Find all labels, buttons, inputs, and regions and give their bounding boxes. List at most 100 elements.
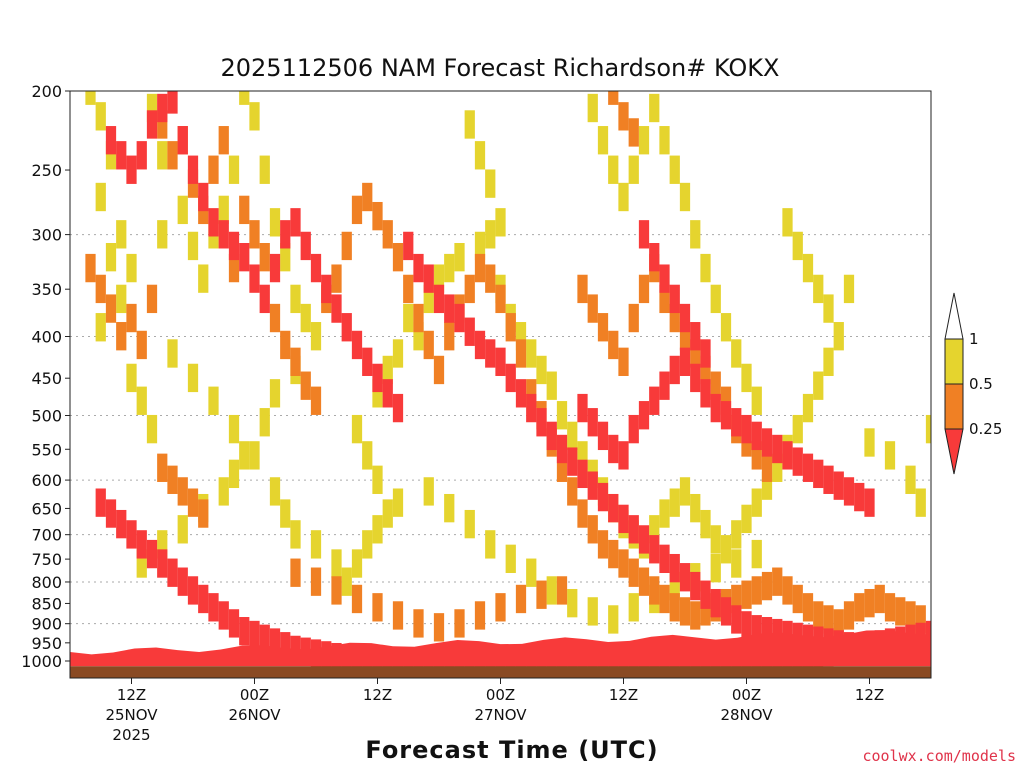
y-tick-label: 500 bbox=[31, 407, 62, 426]
ri-cell-high bbox=[567, 588, 578, 618]
ri-cell-mid bbox=[280, 330, 291, 360]
ri-cell-mid bbox=[198, 499, 209, 528]
ri-cell-mid bbox=[526, 379, 537, 408]
x-tick-date: 28NOV bbox=[720, 706, 773, 724]
ri-cell-high bbox=[331, 549, 342, 578]
ri-cell-high bbox=[403, 303, 414, 333]
y-tick-label: 700 bbox=[31, 526, 62, 545]
ri-cell-low bbox=[731, 605, 742, 634]
ri-cell-high bbox=[526, 339, 537, 368]
ri-cell-low bbox=[700, 580, 711, 609]
ri-cell-mid bbox=[392, 242, 404, 272]
ri-cell-mid bbox=[597, 530, 609, 559]
ri-cell-high bbox=[526, 558, 537, 587]
ri-cell-low bbox=[177, 126, 188, 155]
ri-cell-high bbox=[915, 488, 926, 517]
ri-cell-mid bbox=[741, 580, 752, 609]
ri-cell-mid bbox=[269, 303, 281, 333]
ri-cell-high bbox=[690, 220, 701, 249]
ri-cell-high bbox=[823, 347, 834, 376]
ri-cell-mid bbox=[208, 155, 219, 184]
ri-cell-high bbox=[649, 515, 660, 544]
ri-cell-high bbox=[659, 126, 670, 155]
x-tick-label: 12Z bbox=[117, 686, 146, 704]
ri-cell-high bbox=[146, 93, 158, 123]
ri-cell-low bbox=[741, 611, 752, 640]
ri-cell-mid bbox=[628, 303, 639, 333]
ri-cell-mid bbox=[362, 182, 373, 212]
ri-cell-mid bbox=[638, 567, 650, 596]
ri-cell-low bbox=[608, 493, 619, 523]
ri-cell-high bbox=[218, 195, 229, 225]
ri-cell-low bbox=[259, 284, 270, 314]
ri-cell-low bbox=[208, 208, 219, 237]
x-tick-label: 12Z bbox=[609, 686, 638, 704]
ri-cell-mid bbox=[864, 588, 875, 618]
x-tick-date: 25NOV bbox=[105, 706, 158, 724]
ri-cell-mid bbox=[802, 593, 814, 622]
ri-cell-mid bbox=[700, 355, 711, 385]
y-tick-label: 1000 bbox=[21, 652, 62, 671]
ri-cell-mid bbox=[239, 195, 250, 225]
y-tick-label: 650 bbox=[31, 499, 62, 518]
ri-cell-low bbox=[495, 347, 506, 376]
ri-cell-low bbox=[618, 441, 629, 470]
ri-cell-low bbox=[372, 363, 383, 393]
surface-low-ri-band bbox=[70, 630, 931, 667]
ri-cell-high bbox=[136, 386, 147, 415]
ri-cell-low bbox=[485, 339, 496, 368]
ri-cell-low bbox=[741, 414, 752, 444]
ri-cell-high bbox=[177, 515, 188, 544]
ri-cell-mid bbox=[351, 584, 363, 614]
ri-cell-low bbox=[351, 330, 363, 360]
ri-cell-low bbox=[474, 330, 486, 360]
ri-cell-low bbox=[802, 453, 814, 482]
ri-cell-high bbox=[638, 126, 650, 155]
ri-cell-mid bbox=[474, 601, 486, 630]
x-tick-label: 00Z bbox=[732, 686, 761, 704]
x-tick-date: 27NOV bbox=[474, 706, 527, 724]
ri-cell-high bbox=[105, 141, 117, 170]
ri-cell-low bbox=[638, 401, 650, 430]
ri-cell-mid bbox=[444, 322, 455, 351]
ri-cell-high bbox=[259, 155, 270, 184]
y-tick-label: 350 bbox=[31, 280, 62, 299]
ri-cell-mid bbox=[474, 253, 486, 283]
ri-cell-mid bbox=[218, 126, 229, 155]
ri-cell-low bbox=[146, 110, 158, 139]
source-credit[interactable]: coolwx.com/models bbox=[862, 747, 1016, 765]
ri-cell-high bbox=[157, 141, 168, 170]
ri-cell-high bbox=[741, 504, 752, 534]
ri-cell-low bbox=[382, 379, 393, 408]
colorbar-bin bbox=[944, 383, 964, 430]
ri-cell-high bbox=[679, 477, 691, 506]
y-tick-label: 750 bbox=[31, 550, 62, 569]
ri-cell-mid bbox=[608, 539, 619, 569]
ri-cell-low bbox=[228, 231, 240, 261]
ri-cell-mid bbox=[249, 220, 260, 249]
ri-cell-low bbox=[433, 284, 445, 314]
ri-cell-high bbox=[362, 441, 373, 470]
ri-cell-high bbox=[423, 477, 434, 506]
ri-cell-high bbox=[751, 386, 762, 415]
ri-cell-high bbox=[269, 379, 281, 408]
ri-cell-high bbox=[772, 453, 783, 482]
ri-cell-low bbox=[157, 93, 168, 123]
ri-cell-high bbox=[628, 155, 639, 184]
ri-cell-low bbox=[690, 571, 701, 601]
ri-cell-mid bbox=[659, 584, 670, 614]
ri-cell-mid bbox=[628, 558, 639, 587]
ri-cell-mid bbox=[290, 558, 301, 587]
ri-cell-high bbox=[249, 441, 260, 470]
ri-cell-high bbox=[351, 549, 363, 578]
y-tick-label: 900 bbox=[31, 615, 62, 634]
ri-cell-low bbox=[218, 601, 229, 630]
ri-cell-low bbox=[679, 563, 691, 592]
ri-cell-mid bbox=[187, 488, 199, 517]
ri-cell-low bbox=[126, 520, 137, 549]
y-tick-label: 950 bbox=[31, 634, 62, 653]
ri-cell-mid bbox=[556, 576, 568, 605]
ri-cell-high bbox=[444, 253, 455, 283]
ri-cell-high bbox=[290, 284, 301, 314]
ri-cell-mid bbox=[782, 576, 793, 605]
